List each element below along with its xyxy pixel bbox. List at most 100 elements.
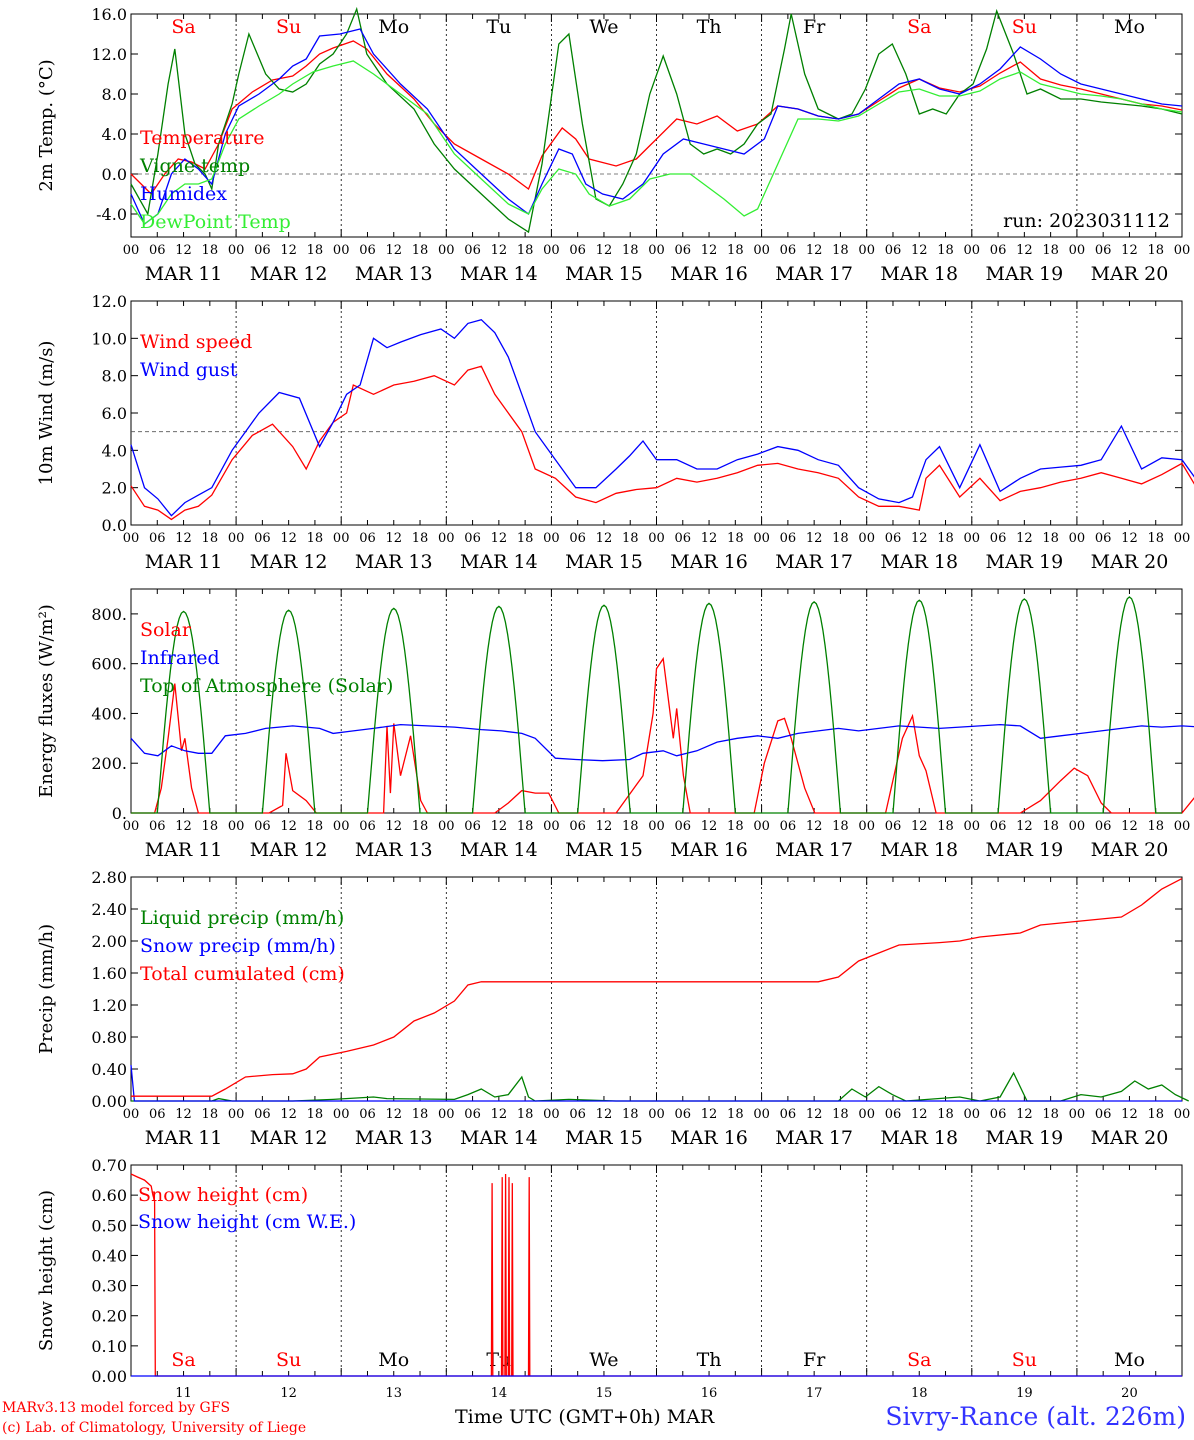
x-hour-label: 00 xyxy=(964,531,981,546)
x-hour-label: 12 xyxy=(1016,819,1033,834)
legend-entry: Vigne temp xyxy=(139,155,250,177)
x-date-label: MAR 19 xyxy=(985,551,1063,573)
x-date-label: MAR 19 xyxy=(985,263,1063,285)
x-date-label: MAR 14 xyxy=(460,263,538,285)
x-hour-label: 06 xyxy=(359,1107,376,1122)
series-line xyxy=(130,723,1194,762)
x-date-label: MAR 12 xyxy=(250,1127,328,1149)
y-tick-label: 400. xyxy=(91,704,127,723)
x-hour-label: 12 xyxy=(175,1107,192,1122)
x-hour-label: 12 xyxy=(806,243,823,258)
run-label: run: 2023031112 xyxy=(1003,210,1170,232)
x-hour-label: 12 xyxy=(596,1107,613,1122)
y-tick-label: 4.0 xyxy=(102,441,127,460)
x-hour-label: 06 xyxy=(885,819,902,834)
y-tick-label: 0.30 xyxy=(91,1277,127,1296)
x-hour-label: 06 xyxy=(1095,1107,1112,1122)
x-date-label: MAR 16 xyxy=(670,1127,748,1149)
x-weekday-label: Mo xyxy=(378,16,409,38)
x-hour-label: 18 xyxy=(412,243,429,258)
x-date-label: MAR 19 xyxy=(985,1127,1063,1149)
x-date-label: MAR 18 xyxy=(880,263,958,285)
series-line xyxy=(130,6,1183,234)
x-day-number: 19 xyxy=(1016,1386,1033,1400)
legend-entry: Solar xyxy=(140,619,192,641)
x-hour-label: 00 xyxy=(1069,531,1086,546)
x-hour-label: 12 xyxy=(1016,1107,1033,1122)
x-hour-label: 12 xyxy=(911,243,928,258)
x-date-label: MAR 16 xyxy=(670,263,748,285)
x-hour-label: 12 xyxy=(1016,243,1033,258)
x-date-label: MAR 13 xyxy=(355,839,433,861)
x-date-label: MAR 16 xyxy=(670,551,748,573)
x-date-label: MAR 17 xyxy=(775,839,853,861)
x-hour-label: 00 xyxy=(543,243,560,258)
x-weekday-label: Mo xyxy=(378,1349,409,1371)
series-line xyxy=(131,596,1182,814)
legend-entry: DewPoint Temp xyxy=(140,211,291,233)
x-hour-label: 06 xyxy=(675,1107,692,1122)
x-hour-label: 18 xyxy=(727,531,744,546)
x-hour-label: 18 xyxy=(727,819,744,834)
x-hour-label: 18 xyxy=(937,243,954,258)
x-hour-label: 06 xyxy=(675,819,692,834)
x-hour-label: 18 xyxy=(622,1107,639,1122)
x-weekday-label: Sa xyxy=(907,16,931,38)
x-date-label: MAR 19 xyxy=(985,839,1063,861)
x-hour-label: 00 xyxy=(228,531,245,546)
x-weekday-label: Mo xyxy=(1114,16,1145,38)
x-hour-label: 18 xyxy=(727,1107,744,1122)
x-weekday-label: We xyxy=(589,1349,618,1371)
x-date-label: MAR 14 xyxy=(460,1127,538,1149)
x-hour-label: 00 xyxy=(753,819,770,834)
x-date-label: MAR 11 xyxy=(145,263,223,285)
x-hour-label: 00 xyxy=(753,243,770,258)
x-hour-label: 06 xyxy=(885,243,902,258)
x-date-label: MAR 13 xyxy=(355,1127,433,1149)
y-tick-label: 0.00 xyxy=(91,1367,127,1386)
x-hour-label: 18 xyxy=(937,819,954,834)
x-hour-label: 06 xyxy=(359,819,376,834)
legend-entry: Top of Atmosphere (Solar) xyxy=(140,675,393,697)
x-hour-label: 00 xyxy=(333,819,350,834)
x-date-label: MAR 11 xyxy=(145,1127,223,1149)
y-tick-label: 4.0 xyxy=(102,125,127,144)
x-hour-label: 18 xyxy=(937,531,954,546)
x-weekday-label: Th xyxy=(697,16,722,38)
x-hour-label: 06 xyxy=(359,531,376,546)
x-hour-label: 06 xyxy=(464,531,481,546)
x-hour-label: 12 xyxy=(280,819,297,834)
x-date-label: MAR 15 xyxy=(565,263,643,285)
x-date-label: MAR 18 xyxy=(880,839,958,861)
x-hour-label: 18 xyxy=(1147,531,1164,546)
x-weekday-label: Mo xyxy=(1114,1349,1145,1371)
x-hour-label: 00 xyxy=(543,531,560,546)
x-hour-label: 18 xyxy=(517,819,534,834)
y-axis-label: Snow height (cm) xyxy=(36,1190,57,1351)
x-hour-label: 18 xyxy=(517,531,534,546)
series-line xyxy=(130,365,1194,521)
x-hour-label: 00 xyxy=(123,531,140,546)
x-hour-label: 06 xyxy=(149,531,166,546)
x-hour-label: 00 xyxy=(858,531,875,546)
x-hour-label: 00 xyxy=(438,819,455,834)
x-hour-label: 12 xyxy=(1121,1107,1138,1122)
x-hour-label: 12 xyxy=(491,1107,508,1122)
x-hour-label: 06 xyxy=(1095,819,1112,834)
x-hour-label: 00 xyxy=(438,531,455,546)
x-hour-label: 00 xyxy=(648,819,665,834)
legend-entry: Infrared xyxy=(140,647,220,669)
x-date-label: MAR 17 xyxy=(775,263,853,285)
x-hour-label: 06 xyxy=(569,1107,586,1122)
legend-entry: Liquid precip (mm/h) xyxy=(140,907,344,929)
y-tick-label: 1.60 xyxy=(91,964,127,983)
x-hour-label: 00 xyxy=(753,531,770,546)
x-hour-label: 00 xyxy=(1069,243,1086,258)
x-hour-label: 18 xyxy=(727,243,744,258)
x-hour-label: 00 xyxy=(543,819,560,834)
x-weekday-label: Sa xyxy=(907,1349,931,1371)
x-date-label: MAR 13 xyxy=(355,263,433,285)
x-hour-label: 18 xyxy=(202,1107,219,1122)
x-hour-label: 18 xyxy=(307,1107,324,1122)
x-hour-label: 12 xyxy=(806,1107,823,1122)
